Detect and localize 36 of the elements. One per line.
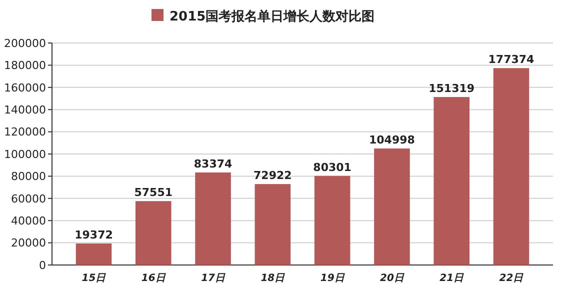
bar <box>493 68 530 265</box>
x-tick-label: 16日 <box>141 273 166 284</box>
x-tick-label: 21日 <box>440 273 465 284</box>
x-tick-label: 18日 <box>260 273 286 284</box>
bar <box>434 97 470 265</box>
bar <box>136 201 172 265</box>
data-label: 83374 <box>194 157 233 170</box>
bar <box>76 243 112 265</box>
y-tick-label: 80000 <box>11 170 46 184</box>
y-tick-label: 160000 <box>4 81 46 94</box>
y-tick-label: 0 <box>39 258 46 272</box>
x-tick-label: 17日 <box>201 273 226 284</box>
x-tick-label: 20日 <box>380 273 405 284</box>
y-tick-label: 60000 <box>11 192 46 206</box>
y-tick-label: 120000 <box>4 126 46 139</box>
bar <box>195 172 231 265</box>
data-label: 19372 <box>74 228 113 242</box>
y-tick-label: 200000 <box>4 36 46 50</box>
x-tick-label: 19日 <box>320 273 346 284</box>
data-label: 80301 <box>313 160 352 174</box>
y-tick-label: 140000 <box>4 103 46 116</box>
bar <box>374 148 410 265</box>
bar <box>314 176 350 265</box>
x-tick-label: 15日 <box>82 273 107 284</box>
data-label: 57551 <box>134 186 173 200</box>
y-tick-label: 20000 <box>11 236 46 250</box>
data-label: 177374 <box>488 53 535 66</box>
legend-label: 2015国考报名单日增长人数对比图 <box>170 8 375 25</box>
x-tick-label: 22日 <box>499 273 524 284</box>
y-tick-label: 100000 <box>4 148 46 161</box>
bar <box>254 184 291 265</box>
y-tick-label: 180000 <box>4 59 46 72</box>
data-label: 104998 <box>368 133 415 146</box>
y-tick-label: 40000 <box>11 214 46 228</box>
data-label: 72922 <box>254 169 292 182</box>
data-label: 151319 <box>428 82 475 96</box>
